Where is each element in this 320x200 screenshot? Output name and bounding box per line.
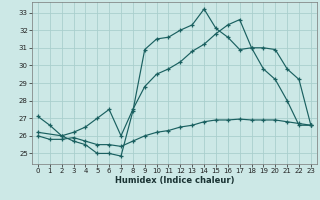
X-axis label: Humidex (Indice chaleur): Humidex (Indice chaleur) bbox=[115, 176, 234, 185]
